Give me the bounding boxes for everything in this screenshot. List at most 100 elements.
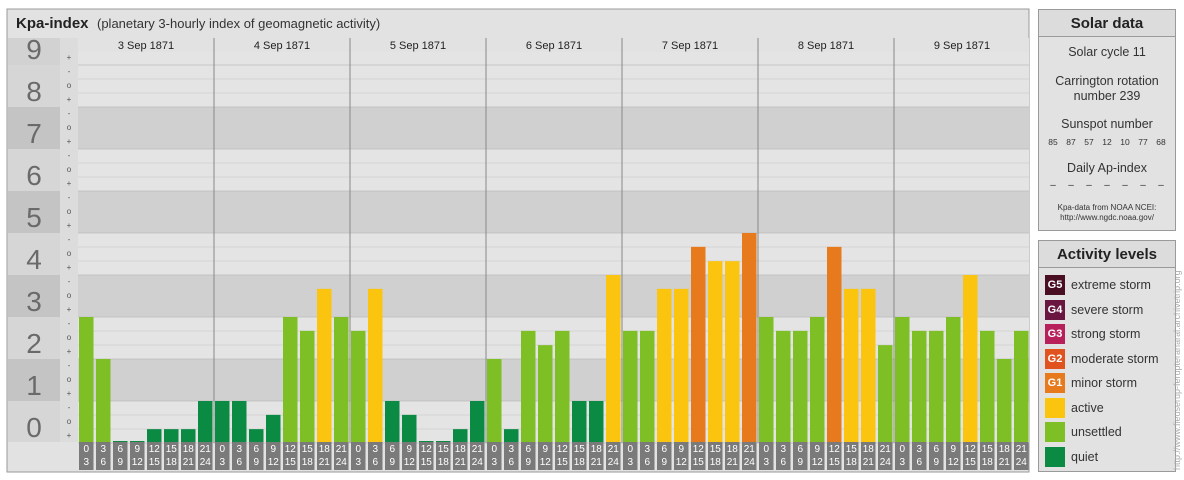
kp-bar [147, 429, 162, 443]
legend-swatch-active [1045, 397, 1065, 418]
carrington-line-2: number 239 [1073, 89, 1141, 103]
day-labels: 3 Sep 1871 4 Sep 1871 5 Sep 1871 6 Sep 1871… [118, 40, 990, 52]
hour-start-label: 3 [916, 444, 922, 455]
legend-swatch-g5: G5 [1045, 275, 1065, 295]
hour-start-label: 3 [236, 444, 242, 455]
hour-end-label: 6 [508, 457, 514, 468]
y-label-band [8, 359, 60, 401]
legend-swatch-g4: G4 [1045, 299, 1065, 320]
y-tick-label: 5 [26, 202, 42, 233]
y-tick-label: 8 [26, 76, 42, 107]
hour-start-label: 12 [285, 444, 297, 455]
hour-cell [946, 442, 961, 470]
kp-bar [317, 288, 332, 443]
level-band [78, 233, 1029, 275]
hour-start-label: 15 [982, 444, 994, 455]
y-minor-label: o [67, 333, 72, 342]
hour-cell [623, 442, 638, 470]
y-minor-label: o [67, 417, 72, 426]
y-minor-label: + [67, 347, 72, 356]
kp-bar [96, 359, 111, 443]
kp-bar [895, 317, 910, 443]
ap-value: – [1158, 180, 1164, 191]
sunspot-value: 57 [1084, 137, 1094, 147]
y-minor-label: - [68, 235, 71, 244]
hour-cell [215, 442, 230, 470]
level-band [78, 191, 1029, 233]
hour-start-label: 9 [134, 444, 140, 455]
kp-bar [232, 401, 247, 443]
kp-bar [521, 330, 536, 443]
hour-start-label: 18 [863, 444, 875, 455]
hour-cell [181, 442, 196, 470]
hour-end-label: 6 [372, 457, 378, 468]
solar-data-panel: Solar data Solar cycle 11 Carrington rot… [1038, 9, 1176, 231]
kp-bar [963, 275, 978, 443]
hour-start-label: 21 [608, 444, 620, 455]
kp-bar [504, 429, 519, 443]
hour-start-label: 0 [219, 444, 225, 455]
hour-cell [504, 442, 519, 470]
hour-start-label: 18 [183, 444, 195, 455]
legend-item-severe-storm: G4 severe storm [1045, 299, 1143, 320]
hour-start-label: 9 [542, 444, 548, 455]
kp-bar [742, 233, 757, 443]
hour-end-label: 24 [880, 457, 892, 468]
hour-start-label: 6 [933, 444, 939, 455]
hour-start-label: 15 [302, 444, 314, 455]
ap-value: – [1086, 180, 1092, 191]
level-band [78, 107, 1029, 149]
hour-start-label: 3 [508, 444, 514, 455]
hour-cell [827, 442, 842, 470]
hour-start-label: 21 [336, 444, 348, 455]
hour-end-label: 24 [472, 457, 484, 468]
legend-item-strong-storm: G3 strong storm [1045, 324, 1140, 344]
day-label-band [78, 38, 1029, 52]
hour-end-label: 9 [525, 457, 531, 468]
sunspot-value: 87 [1066, 137, 1076, 147]
kp-bar [334, 317, 349, 443]
hour-cell [844, 442, 859, 470]
legend-label: strong storm [1071, 327, 1141, 341]
chart-subtitle: (planetary 3-hourly index of geomagnetic… [97, 16, 380, 31]
kp-bar [810, 317, 825, 443]
day-label: 4 Sep 1871 [254, 40, 310, 52]
kp-bar [929, 330, 944, 443]
hour-cell [147, 442, 162, 470]
hour-cell [1014, 442, 1029, 470]
hour-cell [368, 442, 383, 470]
hour-start-label: 18 [319, 444, 331, 455]
kp-bar [351, 330, 366, 443]
hour-cell [589, 442, 604, 470]
activity-levels-title: Activity levels [1039, 241, 1175, 268]
kp-bar [997, 359, 1012, 443]
legend-swatch-unsettled [1045, 422, 1065, 442]
hour-cell [419, 442, 434, 470]
kp-bar [589, 401, 604, 443]
hour-end-label: 9 [661, 457, 667, 468]
hour-end-label: 24 [608, 457, 620, 468]
hour-end-label: 12 [948, 457, 960, 468]
kp-bar [776, 330, 791, 443]
hour-cell [606, 442, 621, 470]
y-minor-label: o [67, 123, 72, 132]
kp-bar [725, 261, 740, 443]
sunspot-value: 77 [1138, 137, 1148, 147]
hour-cell [759, 442, 774, 470]
data-source-line-1: Kpa-data from NOAA NCEI: [1057, 203, 1157, 212]
kp-bar [674, 288, 689, 443]
y-tick-label: 0 [26, 412, 42, 443]
kp-bar [912, 330, 927, 443]
y-minor-label: o [67, 207, 72, 216]
hour-start-label: 12 [693, 444, 705, 455]
hour-cell [521, 442, 536, 470]
ap-value: – [1104, 180, 1110, 191]
hour-end-label: 3 [83, 457, 89, 468]
y-minor-label: - [68, 193, 71, 202]
hour-cell [79, 442, 94, 470]
legend-swatch-g3: G3 [1045, 324, 1065, 344]
hour-end-label: 18 [710, 457, 722, 468]
hour-cell [793, 442, 808, 470]
y-label-band [8, 233, 60, 275]
hour-cell [929, 442, 944, 470]
